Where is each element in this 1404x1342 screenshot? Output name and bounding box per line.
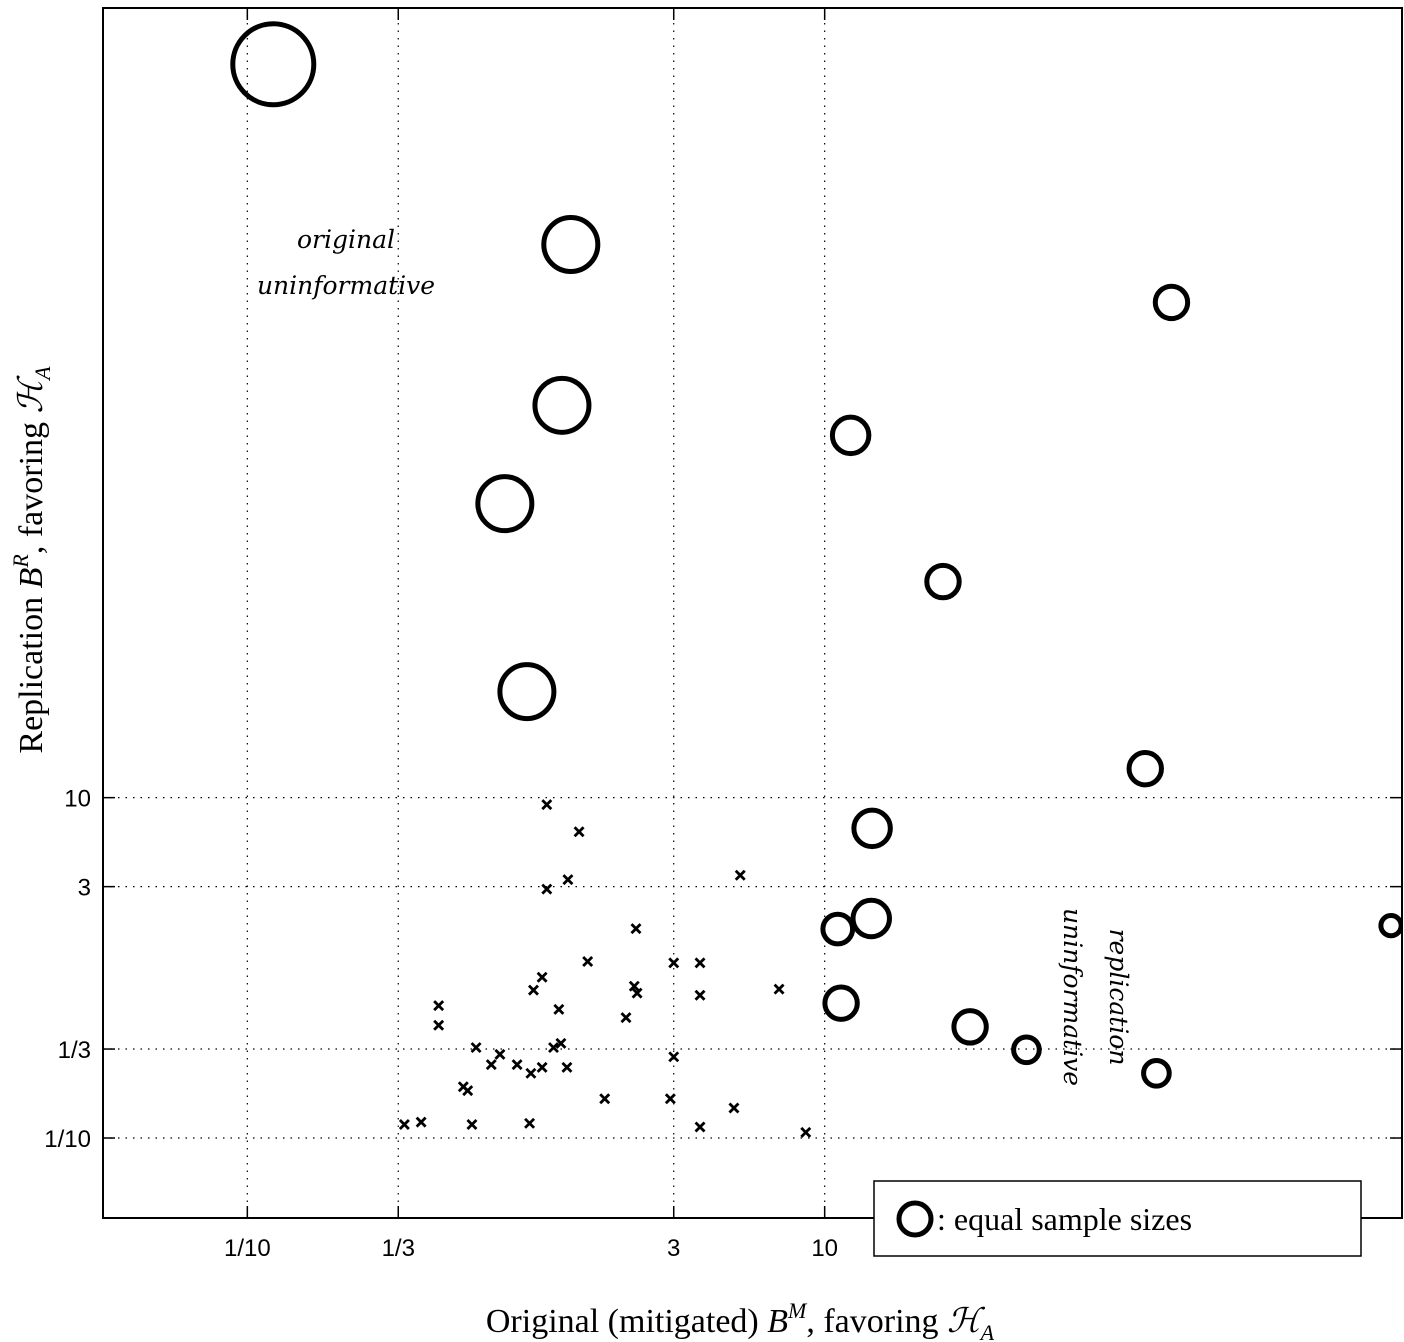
equal-sample-circle-point: [541, 214, 601, 274]
x-axis-label: Original (mitigated) BM, favoring ℋA: [486, 1298, 995, 1342]
annotation-original-line-1: original: [297, 225, 395, 254]
equal-sample-circles: [230, 21, 1402, 1089]
cross-point: [511, 1059, 523, 1071]
x-tick-label: 3: [667, 1235, 680, 1262]
equal-sample-circle-point: [532, 375, 592, 435]
cross-point: [630, 923, 642, 935]
cross-point: [536, 971, 548, 983]
cross-point: [631, 987, 643, 999]
equal-sample-circle-point: [497, 662, 557, 722]
equal-sample-circle-point: [851, 807, 893, 850]
x-tick-label: 10: [811, 1235, 838, 1262]
cross-point: [773, 983, 785, 995]
equal-sample-circle-point: [829, 414, 872, 457]
cross-point: [599, 1093, 611, 1105]
equal-sample-circle-point: [230, 21, 317, 108]
cross-point: [694, 1121, 706, 1133]
cross-point: [415, 1116, 427, 1128]
cross-point: [668, 1051, 680, 1063]
grid-lines: [103, 8, 1402, 1218]
equal-sample-circle-point: [820, 911, 856, 947]
cross-point: [466, 1119, 478, 1131]
cross-point: [800, 1126, 812, 1138]
legend-box: [873, 1180, 1362, 1257]
cross-point: [541, 883, 553, 895]
x-tick-label: 1/3: [382, 1235, 415, 1262]
cross-point: [553, 1003, 565, 1015]
equal-sample-circle-point: [1011, 1034, 1042, 1066]
cross-point: [668, 957, 680, 969]
equal-sample-circle-point: [1378, 913, 1402, 939]
cross-point: [555, 1037, 567, 1049]
annotation-original-line-2: uninformative: [257, 271, 435, 300]
annotation-replication-line-2: uninformative: [1058, 908, 1087, 1086]
y-axis-label: Replication BR, favoring ℋA: [8, 366, 55, 754]
cross-point: [728, 1102, 740, 1114]
cross-point: [398, 1119, 410, 1131]
cross-point: [433, 1000, 445, 1012]
cross-point: [664, 1093, 676, 1105]
y-tick-label: 1/10: [44, 1126, 91, 1153]
equal-sample-circle-point: [1126, 749, 1164, 788]
equal-sample-circle-point: [1141, 1057, 1172, 1089]
cross-point: [573, 826, 585, 838]
equal-sample-circle-point: [475, 474, 535, 534]
cross-point: [485, 1059, 497, 1071]
cross-point: [525, 1067, 537, 1079]
cross-markers: [398, 799, 812, 1138]
cross-point: [527, 984, 539, 996]
cross-point: [694, 989, 706, 1001]
x-tick-labels: 1/10 1/3 3 10: [224, 1235, 838, 1262]
annotation-replication-line-1: replication: [1104, 929, 1133, 1066]
y-tick-label: 10: [64, 786, 91, 813]
cross-point: [561, 1061, 573, 1073]
cross-point: [620, 1012, 632, 1024]
cross-point: [734, 869, 746, 881]
y-tick-label: 1/3: [58, 1037, 91, 1064]
cross-point: [628, 980, 640, 992]
cross-point: [541, 799, 553, 811]
y-tick-label: 3: [78, 875, 91, 902]
cross-point: [470, 1042, 482, 1054]
cross-point: [582, 955, 594, 967]
cross-point: [548, 1042, 560, 1054]
legend: : equal sample sizes: [873, 1180, 1362, 1257]
equal-sample-circle-point: [850, 897, 892, 940]
cross-point: [524, 1117, 536, 1129]
tick-marks: [103, 8, 1402, 1218]
cross-point: [494, 1048, 506, 1060]
cross-point: [462, 1085, 474, 1097]
legend-label: : equal sample sizes: [937, 1201, 1192, 1237]
cross-point: [433, 1019, 445, 1031]
equal-sample-circle-point: [924, 562, 962, 601]
legend-circle-icon: [896, 1200, 934, 1238]
equal-sample-circle-point: [1152, 283, 1191, 322]
x-tick-label: 1/10: [224, 1235, 271, 1262]
cross-point: [562, 874, 574, 886]
cross-point: [694, 957, 706, 969]
cross-point: [536, 1061, 548, 1073]
y-tick-labels: 1/10 1/3 3 10: [44, 786, 91, 1153]
equal-sample-circle-point: [951, 1008, 989, 1046]
plot-frame: [102, 7, 1403, 1219]
equal-sample-circle-point: [822, 984, 860, 1022]
